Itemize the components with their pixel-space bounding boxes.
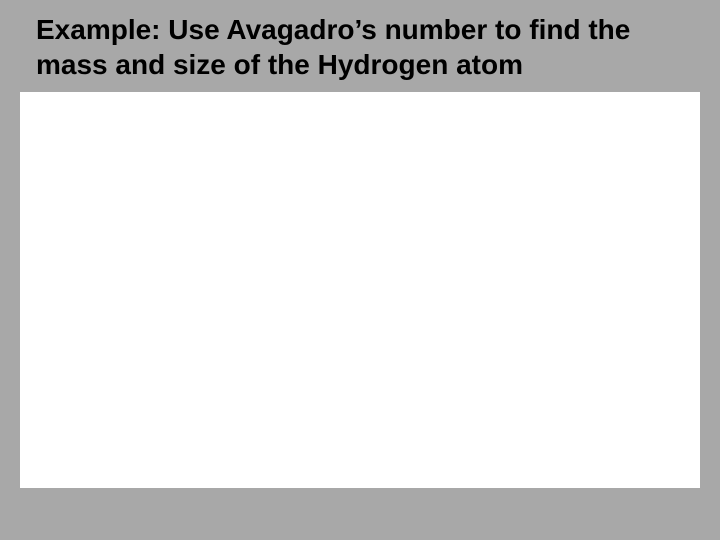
slide-content-area bbox=[20, 92, 700, 488]
slide-container: Example: Use Avagadro’s number to find t… bbox=[0, 0, 720, 540]
slide-title: Example: Use Avagadro’s number to find t… bbox=[36, 12, 684, 82]
